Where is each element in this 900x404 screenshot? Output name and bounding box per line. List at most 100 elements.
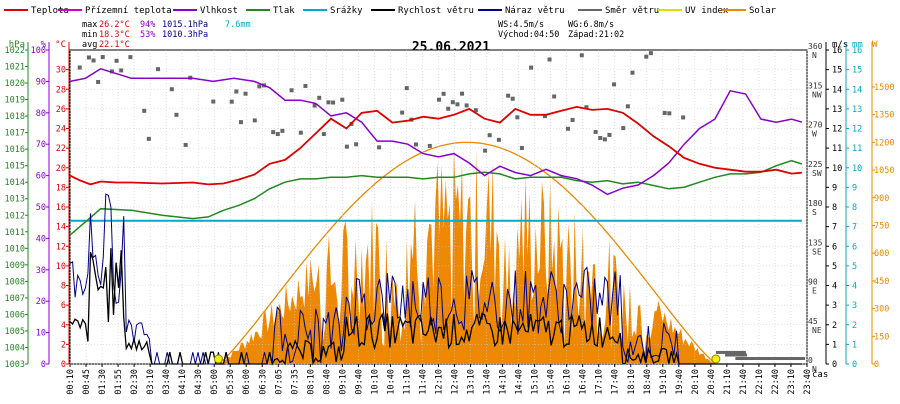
legend-label: Přízemní teplota — [85, 6, 172, 16]
x-tick-label: 16:40 — [579, 369, 589, 395]
humidity-tick-label: 10 — [36, 329, 46, 339]
humidity-tick-label: 30 — [36, 266, 46, 276]
wind-direction-point — [174, 112, 179, 117]
temperature-tick-label: 2 — [61, 340, 66, 350]
direction-tick-label: SE — [812, 247, 822, 256]
x-tick-label: 04:10 — [178, 369, 188, 395]
wind-direction-point — [321, 132, 326, 137]
x-tick-label: 03:40 — [162, 369, 172, 395]
direction-tick-label: 0 — [808, 356, 813, 365]
wind-direction-point — [437, 97, 442, 102]
direction-tick-label: N — [812, 51, 817, 60]
humidity-axis-unit: % — [41, 40, 47, 50]
wind-direction-point — [735, 357, 805, 361]
wind-direction-point — [298, 130, 303, 135]
humidity-tick-label: 60 — [36, 172, 46, 182]
wind-direction-point — [473, 108, 478, 113]
wind-direction-point — [625, 104, 630, 109]
stats-rain: 7.6mm — [225, 20, 251, 30]
stats-temp: 18.3°C — [99, 30, 130, 40]
wind-tick-label: 9 — [832, 183, 837, 193]
legend-label: Vlhkost — [200, 6, 238, 16]
wind-direction-point — [602, 137, 607, 142]
wind-direction-point — [344, 144, 349, 149]
wind-direction-point — [579, 53, 584, 58]
wind-direction-point — [326, 100, 331, 105]
direction-tick-label: 90 — [808, 278, 818, 287]
humidity-tick-label: 40 — [36, 234, 46, 244]
stats-humidity: 94% — [140, 20, 155, 30]
rain-tick-label: 5 — [852, 262, 857, 272]
pressure-tick-label: 1003 — [5, 360, 25, 370]
wind-tick-label: 10 — [832, 164, 842, 174]
solar-tick-label: 300 — [874, 305, 889, 315]
x-tick-label: 05:00 — [210, 369, 220, 395]
wind-direction-point — [552, 94, 557, 99]
wind-direction-point — [496, 137, 501, 142]
x-tick-label: 00:45 — [82, 369, 92, 395]
wind-direction-point — [243, 91, 248, 96]
wind-direction-point — [593, 129, 598, 134]
direction-tick-label: 180 — [808, 199, 823, 208]
humidity-tick-label: 0 — [41, 360, 46, 370]
wind-direction-point — [271, 130, 276, 135]
wind-direction-point — [86, 55, 91, 60]
wind-tick-label: 14 — [832, 85, 842, 95]
sunrise-marker — [213, 354, 223, 364]
x-tick-label: 18:40 — [643, 369, 653, 395]
stats-pressure: 1015.1hPa — [162, 20, 208, 30]
x-tick-label: 15:10 — [531, 369, 541, 395]
wind-direction-point — [280, 128, 285, 133]
legend-label: Náraz větru — [505, 6, 565, 16]
wind-direction-point — [510, 96, 515, 101]
wind-tick-label: 16 — [832, 46, 842, 56]
x-tick-label: 12:40 — [451, 369, 461, 395]
wind-direction-point — [77, 65, 82, 70]
temperature-tick-label: 20 — [56, 164, 66, 174]
wind-tick-label: 12 — [832, 125, 842, 135]
temperature-axis-unit: °C — [55, 40, 66, 50]
wind-direction-point — [681, 115, 686, 120]
wind-direction-point — [312, 103, 317, 108]
solar-tick-label: 1200 — [874, 138, 894, 148]
temperature-tick-label: 12 — [56, 242, 66, 252]
wind-direction-point — [354, 142, 359, 147]
wind-tick-label: 8 — [832, 203, 837, 213]
stats-sunrise: Východ:04:50 — [498, 30, 559, 40]
rain-tick-label: 6 — [852, 242, 857, 252]
wind-direction-point — [109, 69, 114, 74]
wind-direction-point — [667, 111, 672, 116]
x-tick-label: 14:40 — [515, 369, 525, 395]
x-tick-label: 09:10 — [338, 369, 348, 395]
wind-direction-point — [529, 65, 534, 70]
x-tick-label: 02:30 — [130, 369, 140, 395]
pressure-tick-label: 1005 — [5, 327, 25, 337]
pressure-tick-label: 1009 — [5, 261, 25, 271]
x-tick-label: 11:10 — [402, 369, 412, 395]
wind-direction-point — [229, 99, 234, 104]
wind-direction-point — [96, 79, 101, 84]
wind-direction-point — [607, 132, 612, 137]
x-tick-label: 20:10 — [691, 369, 701, 395]
x-tick-label: 23:10 — [787, 369, 797, 395]
wind-direction-point — [156, 67, 161, 72]
rain-tick-label: 15 — [852, 66, 862, 76]
x-tick-label: 08:10 — [306, 369, 316, 395]
temperature-tick-label: 22 — [56, 144, 66, 154]
x-tick-label: 18:10 — [627, 369, 637, 395]
wind-direction-point — [565, 126, 570, 131]
wind-direction-point — [446, 106, 451, 111]
temperature-tick-label: 10 — [56, 262, 66, 272]
pressure-tick-label: 1022 — [5, 46, 25, 56]
temperature-tick-label: 16 — [56, 203, 66, 213]
pressure-tick-label: 1017 — [5, 129, 25, 139]
wind-direction-point — [257, 84, 262, 89]
rain-tick-label: 1 — [852, 340, 857, 350]
pressure-tick-label: 1020 — [5, 79, 25, 89]
direction-tick-label: 270 — [808, 121, 823, 130]
wind-direction-point — [377, 145, 382, 150]
wind-speed-line — [69, 248, 802, 366]
solar-tick-label: 0 — [874, 360, 879, 370]
wind-direction-point — [441, 91, 446, 96]
wind-direction-point — [725, 353, 748, 357]
